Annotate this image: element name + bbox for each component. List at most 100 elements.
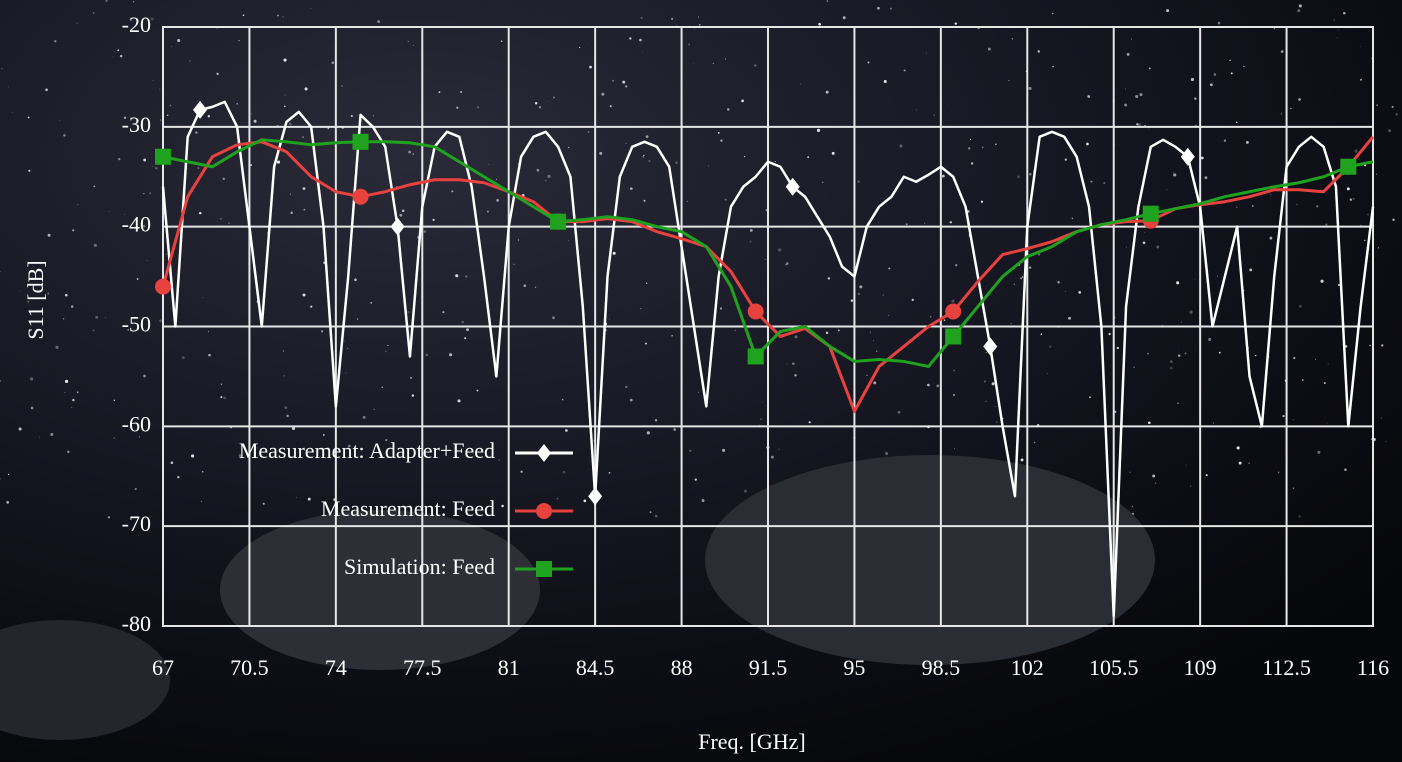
star [872, 340, 874, 342]
star [1126, 52, 1130, 56]
marker [983, 337, 998, 356]
star [401, 209, 405, 213]
star [189, 60, 191, 62]
star [1209, 83, 1213, 87]
star [1336, 37, 1338, 39]
star [253, 119, 257, 123]
star [717, 131, 720, 134]
star [1392, 218, 1395, 221]
star [283, 58, 287, 62]
star [719, 307, 723, 310]
star [250, 164, 252, 166]
marker [588, 487, 603, 506]
star [223, 396, 226, 400]
star [302, 136, 304, 138]
star [136, 278, 139, 280]
star [6, 500, 10, 504]
star [1298, 4, 1302, 8]
star [498, 459, 500, 461]
star [722, 448, 726, 452]
star [927, 383, 930, 387]
star [546, 101, 548, 103]
star [259, 275, 261, 276]
star [284, 406, 288, 409]
star [1090, 180, 1093, 183]
star [1021, 276, 1024, 278]
star [743, 489, 747, 493]
star [1369, 344, 1372, 347]
star [605, 261, 607, 263]
star [251, 113, 253, 115]
marker [550, 213, 567, 230]
star [1354, 149, 1358, 153]
star [762, 401, 764, 403]
star [589, 65, 592, 69]
star [915, 109, 917, 111]
x-tick-label: 74 [325, 655, 347, 680]
star [138, 436, 141, 438]
star [1290, 107, 1292, 110]
star [142, 224, 146, 228]
star [323, 434, 325, 436]
star [640, 16, 643, 20]
star [284, 105, 286, 108]
star [1037, 50, 1040, 53]
x-tick-label: 98.5 [922, 655, 961, 680]
star [187, 168, 188, 170]
star [1078, 291, 1082, 294]
star [407, 310, 410, 314]
star [410, 376, 413, 379]
star [1292, 419, 1294, 421]
star [1216, 275, 1218, 277]
star [146, 260, 148, 262]
star [1011, 38, 1013, 40]
star [1169, 366, 1173, 370]
star [951, 299, 955, 303]
x-tick-label: 70.5 [230, 655, 269, 680]
star [925, 52, 927, 54]
star [808, 421, 811, 424]
star [733, 268, 735, 270]
marker [536, 503, 552, 519]
star [1327, 363, 1329, 365]
star [1020, 458, 1024, 462]
star [113, 437, 115, 439]
star [1008, 79, 1010, 81]
star [290, 211, 293, 215]
y-tick-label: -20 [122, 12, 151, 37]
star [154, 166, 158, 170]
legend-label: Measurement: Adapter+Feed [239, 438, 495, 463]
star [412, 153, 415, 155]
marker [537, 444, 551, 462]
star [903, 69, 906, 72]
star [1065, 291, 1066, 292]
star [587, 130, 590, 133]
star [754, 64, 757, 67]
star [50, 433, 54, 436]
star [356, 318, 359, 320]
star [165, 254, 167, 255]
star [216, 72, 219, 75]
star [885, 452, 889, 456]
star [1124, 103, 1128, 107]
star [970, 162, 974, 165]
star [1184, 352, 1187, 355]
star [222, 177, 225, 181]
star [720, 139, 723, 142]
star [118, 158, 121, 161]
star [1385, 440, 1387, 442]
star [1370, 438, 1372, 440]
star [517, 239, 520, 241]
x-tick-label: 67 [152, 655, 174, 680]
star [625, 85, 628, 88]
star [995, 421, 998, 423]
star [671, 17, 674, 20]
star [143, 158, 147, 162]
star [307, 497, 311, 501]
marker [747, 303, 764, 320]
star [1282, 414, 1285, 418]
star [646, 431, 650, 435]
star [117, 49, 120, 52]
star [1169, 360, 1173, 363]
